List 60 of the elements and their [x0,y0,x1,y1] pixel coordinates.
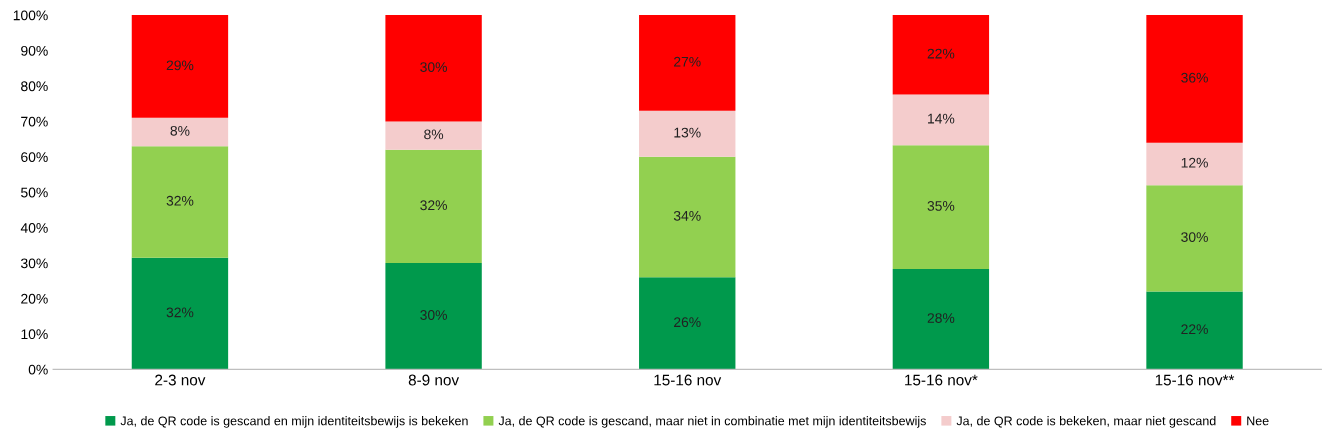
bar [131,117,229,147]
data-label: 34% [673,210,701,221]
data-label: 32% [420,200,447,211]
data-label: 28% [927,313,955,323]
legend-label: Ja, de QR code is gescand en mijn identiteitsbewijs is bekeken [120,416,468,428]
data-label: 14% [928,113,955,124]
bar [892,145,990,270]
y-tick-label: 60% [21,152,48,162]
bar [639,277,736,370]
x-tick-label: 2-3 nov [155,374,206,386]
data-label: 8% [170,125,190,136]
legend-label: Ja, de QR code is gescand, maar niet in combinatie met mijn identiteitsbewijs [498,416,926,428]
y-tick-label: 70% [21,116,48,127]
bar [131,146,229,258]
bar [892,269,990,370]
bar [385,149,482,264]
data-label: 29% [166,60,194,71]
y-tick-label: 90% [21,45,48,56]
x-tick-label: 15-16 nov** [1155,374,1235,386]
data-label: 32% [166,195,194,206]
data-label: 30% [420,310,447,320]
bar [385,263,482,370]
data-label: 22% [927,48,955,59]
y-tick-label: 100% [13,10,48,21]
bar [131,15,229,118]
data-label: 35% [927,201,955,211]
data-label: 30% [420,62,447,72]
legend-label: Nee [1247,416,1269,426]
y-tick-label: 20% [21,293,48,304]
bar [385,15,482,122]
bar [131,257,229,370]
bar [892,94,990,146]
y-tick-label: 50% [21,187,48,198]
bar [1146,185,1243,292]
bar [1146,15,1243,143]
y-tick-label: 40% [20,223,48,233]
y-tick-label: 30% [20,258,48,269]
x-tick-label: 15-16 nov [654,374,722,386]
bar [1146,142,1243,186]
y-tick-label: 0% [28,364,48,375]
data-label: 26% [674,317,701,328]
data-label: 22% [1181,324,1208,335]
y-tick-label: 80% [21,81,48,92]
data-label: 8% [424,129,444,140]
y-tick-label: 10% [21,329,48,340]
x-tick-label: 8-9 nov [408,374,460,386]
bar [639,15,736,111]
data-label: 27% [674,56,701,67]
bar [639,110,736,157]
data-label: 30% [1181,232,1208,243]
bar [385,121,482,150]
bar [892,15,990,95]
x-tick-label: 15-16 nov* [905,374,978,386]
data-label: 36% [1181,72,1208,83]
legend-label: Ja, de QR code is bekeken, maar niet gescand [956,416,1216,428]
data-label: 12% [1181,157,1208,168]
bar [1146,291,1243,370]
data-label: 13% [674,127,701,138]
bar [639,156,736,278]
data-label: 32% [166,307,194,318]
